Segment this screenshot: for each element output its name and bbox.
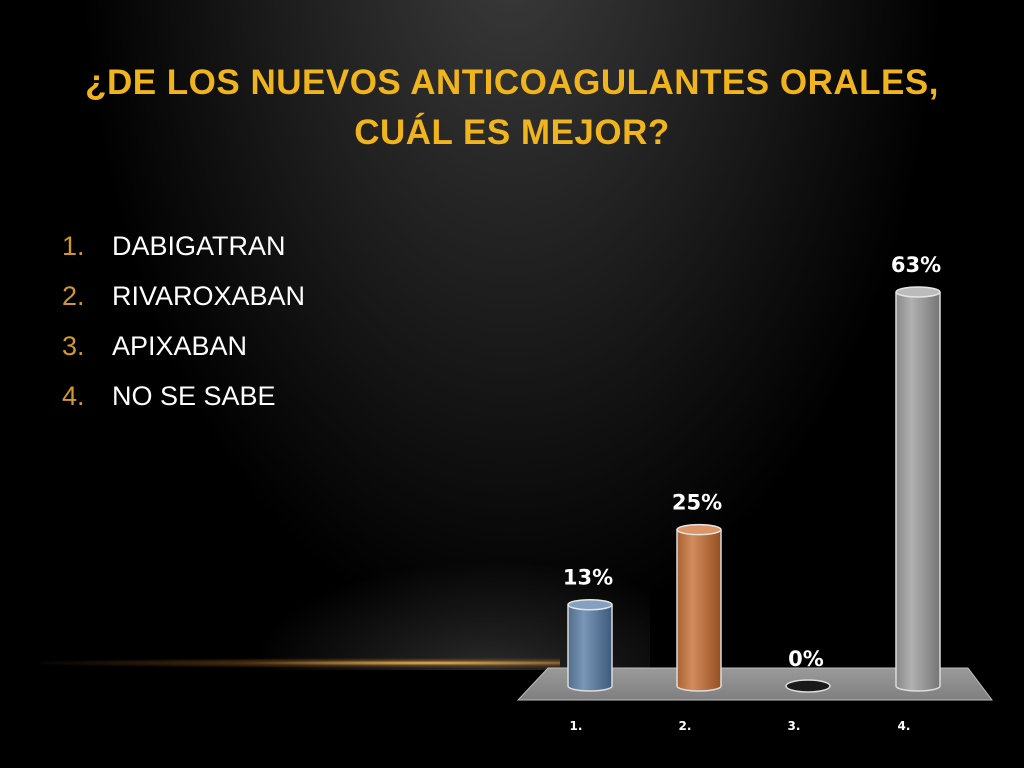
- bar-2.: [676, 523, 722, 692]
- data-label-4: 63%: [891, 253, 941, 277]
- title-line-2: CUÁL ES MEJOR?: [354, 113, 670, 152]
- option-3-label: APIXABAN: [112, 331, 248, 361]
- x-tick-label-3: 3.: [788, 719, 801, 733]
- option-4-number: 4.: [62, 381, 85, 411]
- option-2-label: RIVAROXABAN: [112, 281, 306, 311]
- x-tick-label-2: 2.: [679, 719, 692, 733]
- title-line-1: ¿DE LOS NUEVOS ANTICOAGULANTES ORALES,: [85, 63, 939, 102]
- option-4: 4. NO SE SABE: [62, 378, 305, 428]
- data-label-2: 25%: [672, 491, 722, 515]
- slide-title: ¿DE LOS NUEVOS ANTICOAGULANTES ORALES, C…: [40, 58, 984, 158]
- horizon-glow: [40, 658, 560, 668]
- bar-4.: [895, 286, 941, 692]
- data-label-3: 0%: [788, 647, 824, 671]
- answer-options-list: 1. DABIGATRAN 2. RIVAROXABAN 3. APIXABAN 4.…: [62, 228, 305, 428]
- data-label-group: 13% 25% 0% 63%: [563, 253, 941, 671]
- option-2-number: 2.: [62, 281, 85, 311]
- bar-group: [567, 286, 941, 693]
- bar-3.: [785, 679, 831, 693]
- data-label-1: 13%: [563, 566, 613, 590]
- x-tick-group: 1. 2. 3. 4.: [570, 719, 911, 733]
- option-3: 3. APIXABAN: [62, 328, 305, 378]
- x-tick-label-1: 1.: [570, 719, 583, 733]
- option-3-number: 3.: [62, 331, 85, 361]
- option-1-number: 1.: [62, 231, 85, 261]
- x-tick-label-4: 4.: [898, 719, 911, 733]
- option-4-label: NO SE SABE: [112, 381, 276, 411]
- bar-1.: [567, 598, 613, 692]
- option-1-label: DABIGATRAN: [112, 231, 286, 261]
- option-1: 1. DABIGATRAN: [62, 228, 305, 278]
- option-2: 2. RIVAROXABAN: [62, 278, 305, 328]
- chart-floor: [516, 667, 993, 701]
